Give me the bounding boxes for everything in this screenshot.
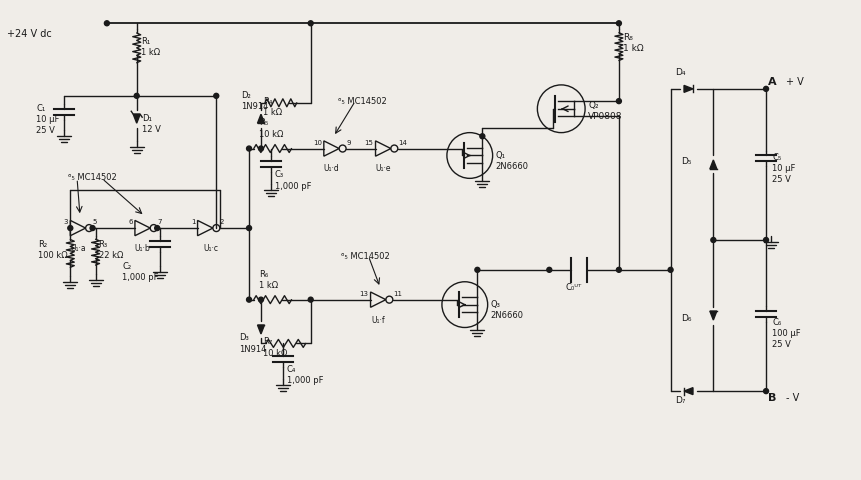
Circle shape — [246, 297, 251, 302]
Circle shape — [104, 21, 109, 26]
Text: C₄
1,000 pF: C₄ 1,000 pF — [287, 365, 324, 385]
Text: 13: 13 — [360, 291, 369, 297]
Text: C₁
10 μF
25 V: C₁ 10 μF 25 V — [36, 104, 59, 135]
Text: R₈
1 kΩ: R₈ 1 kΩ — [623, 33, 643, 53]
Circle shape — [258, 146, 263, 151]
Text: ⁶₅ MC14502: ⁶₅ MC14502 — [338, 97, 387, 106]
Text: D₄: D₄ — [675, 68, 686, 77]
Text: C₆
100 μF
25 V: C₆ 100 μF 25 V — [772, 318, 801, 349]
Text: 1: 1 — [191, 219, 195, 225]
Text: R₄
1 kΩ: R₄ 1 kΩ — [263, 97, 282, 117]
Polygon shape — [257, 114, 264, 123]
Text: U₁·f: U₁·f — [371, 315, 385, 324]
Text: U₁·a: U₁·a — [71, 244, 86, 253]
Text: U₁·d: U₁·d — [324, 165, 339, 173]
Circle shape — [258, 297, 263, 302]
Text: U₁·e: U₁·e — [375, 165, 391, 173]
Text: + V: + V — [786, 77, 803, 87]
Circle shape — [475, 267, 480, 272]
Text: D₅: D₅ — [681, 157, 691, 166]
Text: R₇
10 kΩ: R₇ 10 kΩ — [263, 337, 288, 358]
Polygon shape — [257, 325, 264, 334]
Text: C₃
1,000 pF: C₃ 1,000 pF — [275, 170, 312, 191]
Text: R₁
1 kΩ: R₁ 1 kΩ — [140, 37, 160, 57]
Text: 15: 15 — [365, 140, 374, 145]
Circle shape — [134, 93, 139, 98]
Text: ⁶₅ MC14502: ⁶₅ MC14502 — [341, 252, 390, 261]
Text: R₅
10 kΩ: R₅ 10 kΩ — [259, 119, 283, 139]
Circle shape — [547, 267, 552, 272]
Text: C₂
1,000 pF: C₂ 1,000 pF — [122, 262, 159, 282]
Text: 5: 5 — [93, 219, 97, 225]
Circle shape — [308, 21, 313, 26]
Text: C₀ᵁᵀ: C₀ᵁᵀ — [566, 283, 582, 292]
Circle shape — [616, 21, 622, 26]
Text: D₁
12 V: D₁ 12 V — [142, 114, 160, 134]
Polygon shape — [133, 114, 140, 123]
Text: Q₃
2N6660: Q₃ 2N6660 — [491, 300, 523, 320]
Text: 3: 3 — [64, 219, 68, 225]
Text: R₂
100 kΩ: R₂ 100 kΩ — [39, 240, 68, 260]
Text: R₃
22 kΩ: R₃ 22 kΩ — [98, 240, 123, 260]
Text: U₁·c: U₁·c — [204, 244, 219, 253]
Text: U₁·b: U₁·b — [135, 244, 151, 253]
Text: R₆
1 kΩ: R₆ 1 kΩ — [259, 270, 278, 290]
Circle shape — [308, 297, 313, 302]
Circle shape — [764, 238, 769, 242]
Text: 11: 11 — [393, 291, 402, 297]
Text: C₅
10 μF
25 V: C₅ 10 μF 25 V — [772, 153, 796, 184]
Text: D₃
1N914: D₃ 1N914 — [239, 334, 267, 354]
Circle shape — [90, 226, 95, 230]
Text: 14: 14 — [398, 140, 406, 145]
Circle shape — [616, 99, 622, 104]
Circle shape — [155, 226, 159, 230]
Text: Q₁
2N6660: Q₁ 2N6660 — [496, 151, 529, 170]
Text: +24 V dc: +24 V dc — [8, 29, 53, 39]
Polygon shape — [709, 160, 717, 169]
Text: 7: 7 — [158, 219, 162, 225]
Polygon shape — [684, 85, 693, 92]
Text: B: B — [768, 393, 777, 403]
Text: ⁶₅ MC14502: ⁶₅ MC14502 — [68, 173, 116, 182]
Text: D₇: D₇ — [675, 396, 686, 405]
Text: 10: 10 — [313, 140, 322, 145]
Text: 6: 6 — [128, 219, 133, 225]
Text: D₆: D₆ — [681, 314, 691, 323]
Text: A: A — [768, 77, 777, 87]
Text: D₂
1N914: D₂ 1N914 — [241, 91, 269, 111]
Text: - V: - V — [786, 393, 799, 403]
Text: Q₂
VP0808: Q₂ VP0808 — [588, 101, 623, 121]
Circle shape — [711, 238, 715, 242]
Circle shape — [764, 389, 769, 394]
Circle shape — [246, 146, 251, 151]
Text: 2: 2 — [220, 219, 224, 225]
Circle shape — [764, 86, 769, 91]
Circle shape — [68, 226, 73, 230]
Text: 9: 9 — [346, 140, 350, 145]
Polygon shape — [684, 388, 693, 395]
Circle shape — [480, 134, 485, 139]
Circle shape — [616, 267, 622, 272]
Circle shape — [668, 267, 673, 272]
Circle shape — [246, 226, 251, 230]
Polygon shape — [709, 311, 717, 320]
Circle shape — [214, 93, 219, 98]
